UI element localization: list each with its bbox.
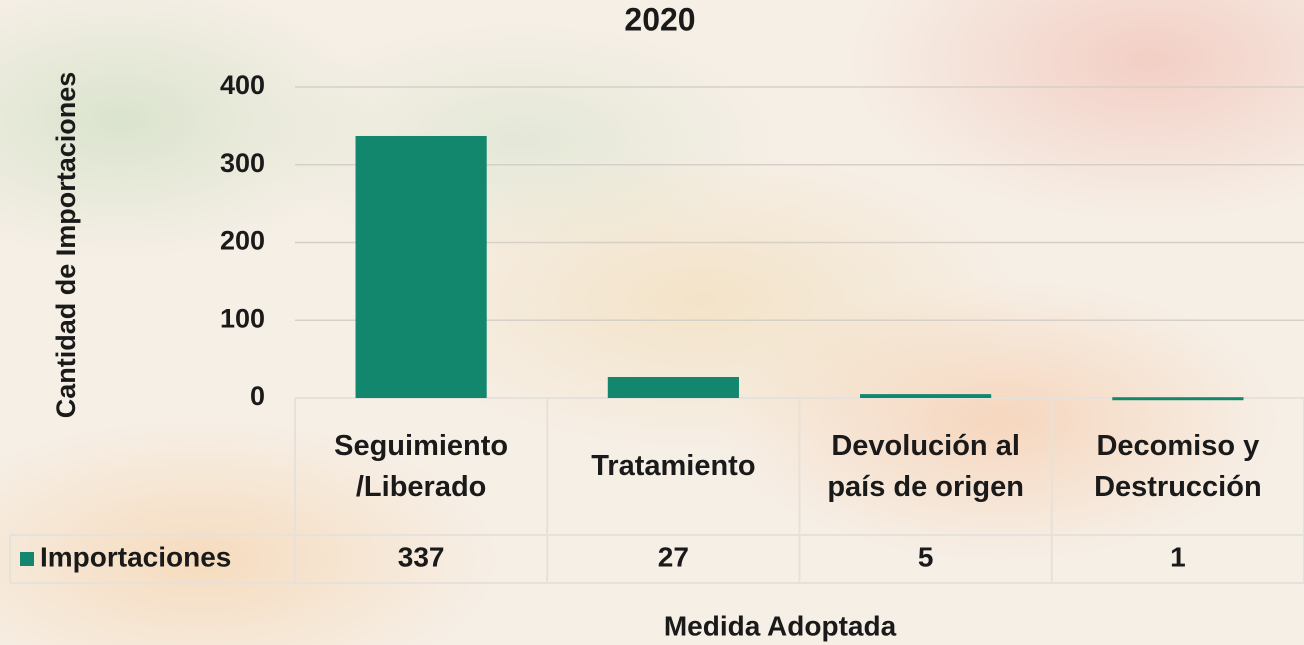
bar <box>860 394 992 398</box>
x-tick-label: Devolución al país de origen <box>827 429 1024 503</box>
x-axis-label: Medida Adoptada <box>664 610 897 641</box>
legend-label: Importaciones <box>40 541 231 572</box>
bar <box>1112 397 1244 401</box>
x-tick-label: Decomiso y Destrucción <box>1094 429 1262 503</box>
table-value: 5 <box>918 541 934 572</box>
bar <box>607 377 739 398</box>
y-tick-label: 300 <box>220 148 265 178</box>
y-tick-label: 400 <box>220 70 265 100</box>
y-tick-label: 100 <box>220 303 265 333</box>
table-value: 27 <box>658 541 689 572</box>
x-tick-label: Tratamiento <box>591 450 756 483</box>
legend-marker <box>20 552 34 566</box>
y-tick-label: 200 <box>220 226 265 256</box>
x-tick-label: Seguimiento /Liberado <box>334 429 509 503</box>
table-value: 1 <box>1170 541 1186 572</box>
table-value: 337 <box>398 541 445 572</box>
chart-title: 2020 <box>624 1 695 37</box>
y-tick-label: 0 <box>250 381 265 411</box>
bar <box>355 135 487 399</box>
y-axis-label: Cantidad de Importaciones <box>51 72 81 419</box>
